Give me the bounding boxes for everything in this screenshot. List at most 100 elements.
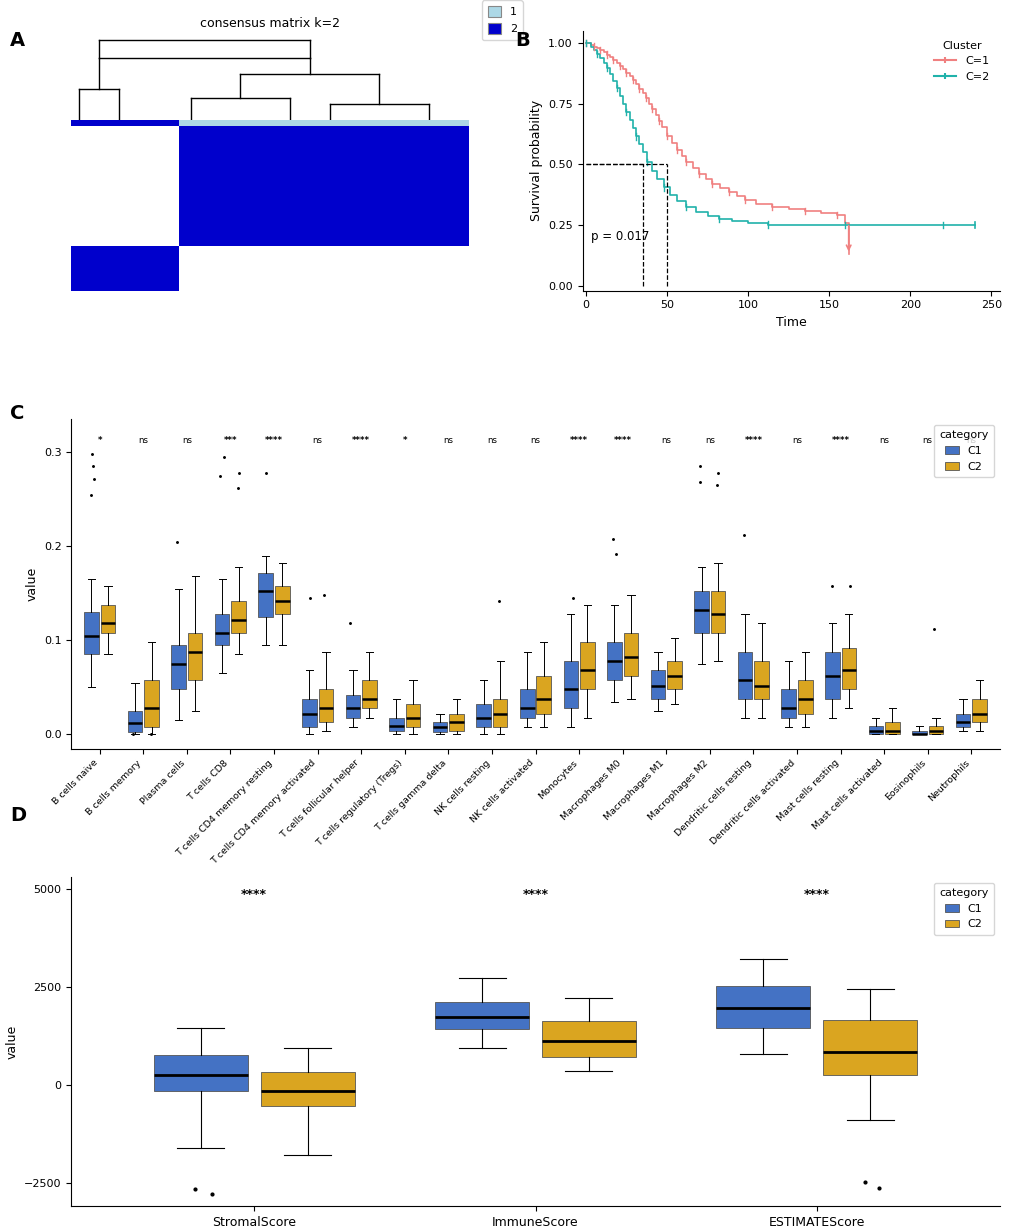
- PathPatch shape: [955, 714, 969, 728]
- X-axis label: Time: Time: [774, 316, 806, 329]
- PathPatch shape: [101, 604, 115, 633]
- C=2: [761, 217, 773, 231]
- Text: ns: ns: [878, 436, 889, 444]
- PathPatch shape: [694, 591, 708, 633]
- PathPatch shape: [536, 676, 550, 714]
- Text: ns: ns: [443, 436, 452, 444]
- C=1: [814, 206, 826, 220]
- C=2: [806, 218, 818, 233]
- C=2: [630, 129, 642, 144]
- PathPatch shape: [781, 689, 795, 718]
- C=2: [590, 47, 602, 62]
- PathPatch shape: [275, 586, 289, 614]
- Text: ns: ns: [660, 436, 671, 444]
- PathPatch shape: [623, 633, 638, 676]
- PathPatch shape: [710, 591, 725, 633]
- C=1: [620, 65, 632, 80]
- C=2: [650, 172, 662, 187]
- C=2: [782, 218, 794, 233]
- PathPatch shape: [318, 689, 333, 723]
- PathPatch shape: [824, 651, 839, 699]
- PathPatch shape: [927, 726, 943, 735]
- Bar: [71, 121, 178, 127]
- PathPatch shape: [884, 723, 899, 735]
- PathPatch shape: [215, 614, 229, 645]
- C=2: [701, 208, 713, 223]
- PathPatch shape: [971, 699, 985, 723]
- C=1: [584, 38, 596, 53]
- PathPatch shape: [144, 680, 159, 728]
- Line: C=2: C=2: [585, 43, 974, 225]
- C=1: [693, 166, 705, 181]
- PathPatch shape: [562, 661, 578, 708]
- Text: ****: ****: [570, 436, 588, 444]
- PathPatch shape: [362, 680, 376, 708]
- Text: ****: ****: [744, 436, 761, 444]
- Line: C=1: C=1: [585, 43, 848, 255]
- PathPatch shape: [449, 714, 464, 731]
- C=1: [642, 96, 654, 111]
- PathPatch shape: [476, 704, 490, 728]
- C=2: [741, 215, 753, 230]
- PathPatch shape: [434, 1002, 529, 1029]
- PathPatch shape: [258, 572, 273, 617]
- C=2: [597, 55, 609, 70]
- PathPatch shape: [187, 633, 202, 680]
- PathPatch shape: [737, 651, 752, 699]
- Text: ns: ns: [139, 436, 148, 444]
- C=1: [669, 143, 682, 158]
- C=1: [839, 215, 851, 230]
- C=2: [600, 60, 612, 75]
- Bar: [71, 246, 178, 291]
- C=2: [594, 50, 606, 65]
- Text: ns: ns: [312, 436, 322, 444]
- C=1: [830, 208, 843, 223]
- Text: C: C: [10, 404, 24, 422]
- Text: ns: ns: [530, 436, 540, 444]
- Text: B: B: [515, 31, 529, 49]
- PathPatch shape: [154, 1055, 248, 1091]
- C=2: [935, 218, 948, 233]
- C=2: [579, 36, 591, 50]
- C=1: [765, 199, 777, 214]
- C=2: [663, 187, 676, 202]
- Y-axis label: value: value: [6, 1024, 18, 1059]
- C=1: [675, 149, 687, 164]
- C=1: [606, 53, 619, 68]
- C=1: [626, 73, 638, 87]
- Legend: C1, C2: C1, C2: [932, 883, 994, 934]
- Text: ns: ns: [704, 436, 714, 444]
- PathPatch shape: [85, 612, 99, 655]
- Text: ****: ****: [265, 436, 282, 444]
- C=1: [600, 47, 612, 62]
- C=1: [613, 59, 626, 74]
- Text: ****: ****: [830, 436, 849, 444]
- Text: ns: ns: [486, 436, 496, 444]
- Y-axis label: value: value: [25, 566, 39, 601]
- C=2: [726, 214, 738, 229]
- C=2: [839, 218, 851, 233]
- C=1: [660, 128, 673, 143]
- C=2: [606, 73, 619, 87]
- C=1: [579, 36, 591, 50]
- PathPatch shape: [432, 723, 447, 731]
- C=1: [590, 41, 602, 55]
- PathPatch shape: [841, 648, 855, 689]
- C=1: [623, 69, 635, 84]
- PathPatch shape: [606, 643, 621, 680]
- C=2: [633, 137, 645, 151]
- C=2: [626, 121, 638, 135]
- Bar: [178, 127, 468, 246]
- Text: D: D: [10, 806, 26, 825]
- PathPatch shape: [406, 704, 420, 728]
- PathPatch shape: [231, 601, 246, 633]
- Title: consensus matrix k=2: consensus matrix k=2: [200, 16, 339, 30]
- C=1: [798, 203, 810, 218]
- C=2: [610, 80, 623, 95]
- C=1: [639, 91, 651, 106]
- C=1: [649, 107, 661, 122]
- PathPatch shape: [911, 731, 926, 735]
- PathPatch shape: [492, 699, 507, 728]
- C=2: [587, 43, 599, 58]
- PathPatch shape: [127, 712, 143, 731]
